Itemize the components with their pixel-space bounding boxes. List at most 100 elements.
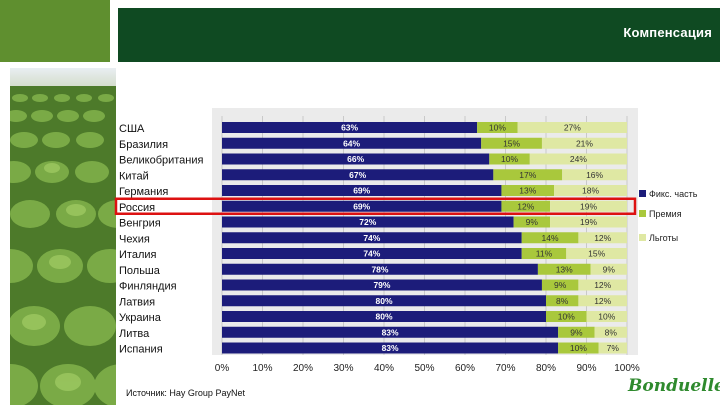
country-label: Россия	[119, 202, 155, 214]
country-label: Венгрия	[119, 218, 161, 230]
x-tick-label: 100%	[614, 363, 640, 374]
bar-value-label: 12%	[594, 233, 611, 243]
header-bar: Компенсация	[118, 8, 720, 62]
bar-segment	[578, 279, 627, 291]
bar-value-label: 9%	[554, 280, 567, 290]
bar-value-label: 12%	[594, 280, 611, 290]
bar-value-label: 69%	[353, 201, 370, 211]
legend-swatch	[639, 190, 646, 197]
x-tick-label: 10%	[252, 363, 272, 374]
bar-value-label: 8%	[605, 327, 618, 337]
bar-value-label: 21%	[576, 138, 593, 148]
bar-segment	[493, 169, 563, 181]
bar-segment	[590, 263, 627, 275]
bar-segment	[550, 200, 627, 212]
bar-value-label: 10%	[489, 123, 506, 133]
country-label: Германия	[119, 186, 168, 198]
bar-segment	[558, 326, 595, 338]
bar-segment	[222, 137, 482, 149]
bar-value-label: 12%	[594, 296, 611, 306]
bar-value-label: 9%	[603, 264, 616, 274]
bar-value-label: 9%	[570, 327, 583, 337]
bar-value-label: 17%	[519, 170, 536, 180]
bar-segment	[222, 326, 559, 338]
bar-value-label: 9%	[526, 217, 539, 227]
bar-value-label: 11%	[536, 249, 553, 259]
bar-segment	[541, 137, 627, 149]
bar-segment	[586, 311, 627, 322]
bar-value-label: 10%	[558, 312, 575, 322]
country-label: Польша	[119, 265, 161, 277]
header-accent-block	[0, 0, 110, 62]
bar-segment	[594, 326, 627, 338]
bar-segment	[222, 311, 546, 322]
bar-value-label: 72%	[359, 217, 376, 227]
bar-value-label: 83%	[382, 327, 399, 337]
bar-segment	[222, 185, 502, 196]
bar-value-label: 74%	[363, 249, 380, 259]
bar-segment	[529, 153, 627, 165]
x-tick-label: 70%	[495, 363, 515, 374]
bar-segment	[550, 216, 627, 228]
bar-value-label: 16%	[586, 170, 603, 180]
bar-segment	[501, 185, 555, 196]
bar-segment	[222, 169, 494, 181]
x-tick-label: 90%	[576, 363, 596, 374]
bar-value-label: 79%	[373, 280, 390, 290]
bar-segment	[222, 153, 490, 165]
x-tick-label: 60%	[455, 363, 475, 374]
country-label: Литва	[119, 328, 150, 340]
country-label: Италия	[119, 249, 157, 261]
field-photo	[10, 68, 116, 405]
bar-segment	[537, 263, 591, 275]
bar-value-label: 10%	[570, 343, 587, 353]
bar-value-label: 12%	[517, 201, 534, 211]
legend-swatch	[639, 234, 646, 241]
bar-value-label: 8%	[556, 296, 569, 306]
bar-value-label: 10%	[501, 154, 518, 164]
bar-segment	[562, 169, 627, 181]
x-tick-label: 40%	[374, 363, 394, 374]
bar-segment	[578, 295, 627, 307]
bar-value-label: 13%	[519, 186, 536, 196]
bar-value-label: 80%	[375, 296, 392, 306]
bar-value-label: 63%	[341, 123, 358, 133]
bar-segment	[554, 185, 627, 196]
bar-value-label: 10%	[598, 312, 615, 322]
bar-segment	[222, 216, 514, 228]
bar-segment	[222, 248, 522, 259]
bar-segment	[222, 122, 478, 133]
bar-segment	[489, 153, 530, 165]
bar-value-label: 15%	[503, 138, 520, 148]
bar-value-label: 66%	[347, 154, 364, 164]
bar-segment	[477, 122, 518, 133]
bar-value-label: 69%	[353, 186, 370, 196]
country-label: Украина	[119, 312, 162, 324]
bar-segment	[546, 311, 587, 322]
bar-value-label: 64%	[343, 138, 360, 148]
bar-segment	[558, 342, 599, 354]
country-label: Чехия	[119, 233, 150, 245]
bar-value-label: 7%	[607, 343, 620, 353]
bar-segment	[517, 122, 627, 133]
bar-value-label: 19%	[580, 201, 597, 211]
x-tick-label: 0%	[215, 363, 230, 374]
bar-value-label: 74%	[363, 233, 380, 243]
bar-value-label: 15%	[588, 249, 605, 259]
bar-value-label: 27%	[564, 123, 581, 133]
bar-value-label: 80%	[375, 312, 392, 322]
x-tick-label: 50%	[414, 363, 434, 374]
bar-segment	[222, 232, 522, 244]
bar-segment	[501, 200, 551, 212]
bar-segment	[578, 232, 627, 244]
x-tick-label: 30%	[333, 363, 353, 374]
legend-swatch	[639, 210, 646, 217]
page-title: Компенсация	[623, 25, 712, 40]
bar-segment	[598, 342, 627, 354]
bar-value-label: 78%	[371, 264, 388, 274]
legend-label: Льготы	[649, 233, 678, 243]
bar-value-label: 67%	[349, 170, 366, 180]
bar-value-label: 83%	[382, 343, 399, 353]
country-label: Финляндия	[119, 281, 177, 293]
bar-value-label: 14%	[542, 233, 559, 243]
